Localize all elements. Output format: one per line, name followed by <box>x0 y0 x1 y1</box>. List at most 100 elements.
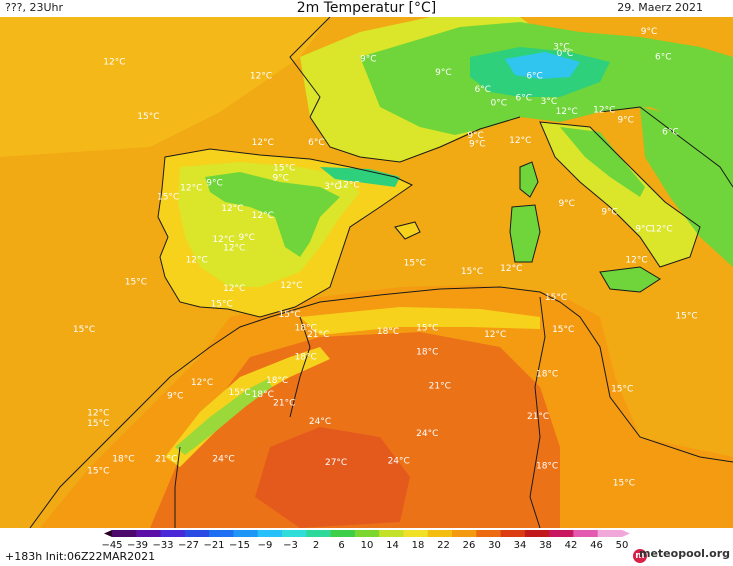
colorbar-tick-label: −21 <box>203 540 225 551</box>
algeria-tunisia-border <box>529 296 546 528</box>
colorbar-left-arrow <box>104 530 112 537</box>
temperature-label: 9°C <box>435 68 452 78</box>
temperature-label: 18°C <box>112 455 134 465</box>
temperature-label: 12°C <box>180 184 202 194</box>
colorbar-swatch <box>427 530 453 537</box>
colorbar-tick-label: 42 <box>564 540 578 551</box>
temperature-label: 24°C <box>388 456 410 466</box>
tell-atlas-mild-zone <box>300 307 540 335</box>
colorbar-swatch <box>452 530 477 537</box>
colorbar-swatch <box>354 530 380 537</box>
temperature-labels: 12°C12°C9°C9°C6°C3°C0°C9°C6°C6°C0°C6°C 3°… <box>73 27 698 488</box>
temperature-label: 3°C <box>324 182 341 192</box>
temperature-label: 12°C <box>280 281 302 291</box>
sicily-coastline <box>599 266 661 293</box>
colorbar-swatch <box>160 530 186 537</box>
temperature-label: 12°C <box>484 330 506 340</box>
temperature-label: 12°C <box>593 105 615 115</box>
colorbar-tick-label: 6 <box>338 540 345 551</box>
temperature-label: 9°C <box>469 140 486 150</box>
temperature-label: 12°C <box>191 378 213 388</box>
temperature-label: 9°C <box>558 199 575 209</box>
temperature-label: 0°C <box>491 99 508 109</box>
bay-of-biscay-coast <box>289 17 331 118</box>
colorbar-swatch <box>136 530 162 537</box>
temperature-label: 12°C <box>103 58 125 68</box>
sahara-hottest-region <box>255 427 410 528</box>
iberia-cold-zone <box>205 172 340 257</box>
meteopool-logo-icon: m <box>633 549 647 563</box>
temperature-label: 12°C <box>252 138 274 148</box>
temperature-label: 15°C <box>613 478 635 488</box>
temperature-label: 15°C <box>552 325 574 335</box>
temperature-label: 21°C <box>527 412 549 422</box>
temperature-label: 6°C <box>655 53 672 63</box>
coastlines <box>29 17 733 528</box>
colorbar-tick-label: 34 <box>513 540 527 551</box>
temperature-label: 9°C <box>167 392 184 402</box>
temperature-label: 15°C <box>125 277 147 287</box>
colorbar-tick-label: −33 <box>152 540 174 551</box>
colorbar-tick-label: 2 <box>312 540 320 551</box>
italy-cool-zone <box>540 122 700 267</box>
temperature-label: 18°C <box>536 461 558 471</box>
temperature-label: 15°C <box>137 112 159 122</box>
temperature-label: 18°C <box>416 347 438 357</box>
temperature-label: 27°C <box>325 458 347 468</box>
colorbar-tick-label: 22 <box>437 540 450 551</box>
colorbar-right-arrow <box>622 530 630 537</box>
temperature-label: 9°C <box>206 179 223 189</box>
forecast-time-label: ???, 23Uhr <box>5 1 64 14</box>
atlas-cool-zone <box>175 379 272 455</box>
temperature-label: 15°C <box>211 300 233 310</box>
colorbar <box>104 530 630 537</box>
colorbar-swatch <box>233 530 259 537</box>
colorbar-tick-label: −27 <box>177 540 200 551</box>
north-africa-coastline <box>29 286 733 528</box>
colorbar-swatch <box>184 530 210 537</box>
temperature-label: 12°C <box>186 255 208 265</box>
temperature-label: 12°C <box>500 264 522 274</box>
colorbar-swatch <box>500 530 526 537</box>
temperature-label: 15°C <box>157 192 179 202</box>
colorbar-tick-label: 26 <box>462 540 476 551</box>
temperature-label: 9°C <box>601 208 618 218</box>
corsica-coastline <box>519 161 539 198</box>
temperature-label: 21°C <box>429 381 451 391</box>
temperature-label: 24°C <box>416 429 438 439</box>
temperature-label: 15°C <box>404 259 426 269</box>
corsica-island <box>520 162 538 197</box>
colorbar-swatch <box>476 530 502 537</box>
temperature-label: 3°C <box>553 42 570 52</box>
sicily-island <box>600 267 660 292</box>
temperature-label: 15°C <box>278 310 300 320</box>
temperature-label: 0°C <box>557 49 574 59</box>
temperature-label: 18°C <box>295 352 317 362</box>
init-time-label: +183h Init:06Z22MAR2021 <box>5 550 156 563</box>
colorbar-tick-label: −15 <box>228 540 251 551</box>
colorbar-tick-label: 50 <box>615 540 629 551</box>
temperature-label: 9°C <box>238 233 255 243</box>
balearic-coastline <box>394 221 421 240</box>
temperature-label: 18°C <box>252 390 274 400</box>
temperature-label: 9°C <box>467 131 484 141</box>
temperature-label: 24°C <box>212 455 234 465</box>
colorbar-tick-label: 46 <box>590 540 603 551</box>
temperature-label: 12°C <box>221 204 243 214</box>
colorbar-swatch <box>112 530 137 537</box>
temperature-label: 15°C <box>416 323 438 333</box>
italy-green-zone <box>560 127 645 197</box>
pyrenees-cold-zone <box>320 167 400 187</box>
italy-coastline <box>539 121 701 268</box>
temperature-label: 6°C <box>662 128 679 138</box>
temperature-label: 21°C <box>273 398 295 408</box>
colorbar-swatch <box>403 530 429 537</box>
colorbar-tick-label: −9 <box>257 540 273 551</box>
colorbar-tick-label: 30 <box>488 540 501 551</box>
colorbar-tick-label: −39 <box>126 540 149 551</box>
temperature-label: 21°C <box>307 330 329 340</box>
temperature-label: 12°C <box>223 243 245 253</box>
iberia-coastline <box>157 148 414 318</box>
temperature-label: 15°C <box>675 312 697 322</box>
temperature-label: 9°C <box>617 116 634 126</box>
